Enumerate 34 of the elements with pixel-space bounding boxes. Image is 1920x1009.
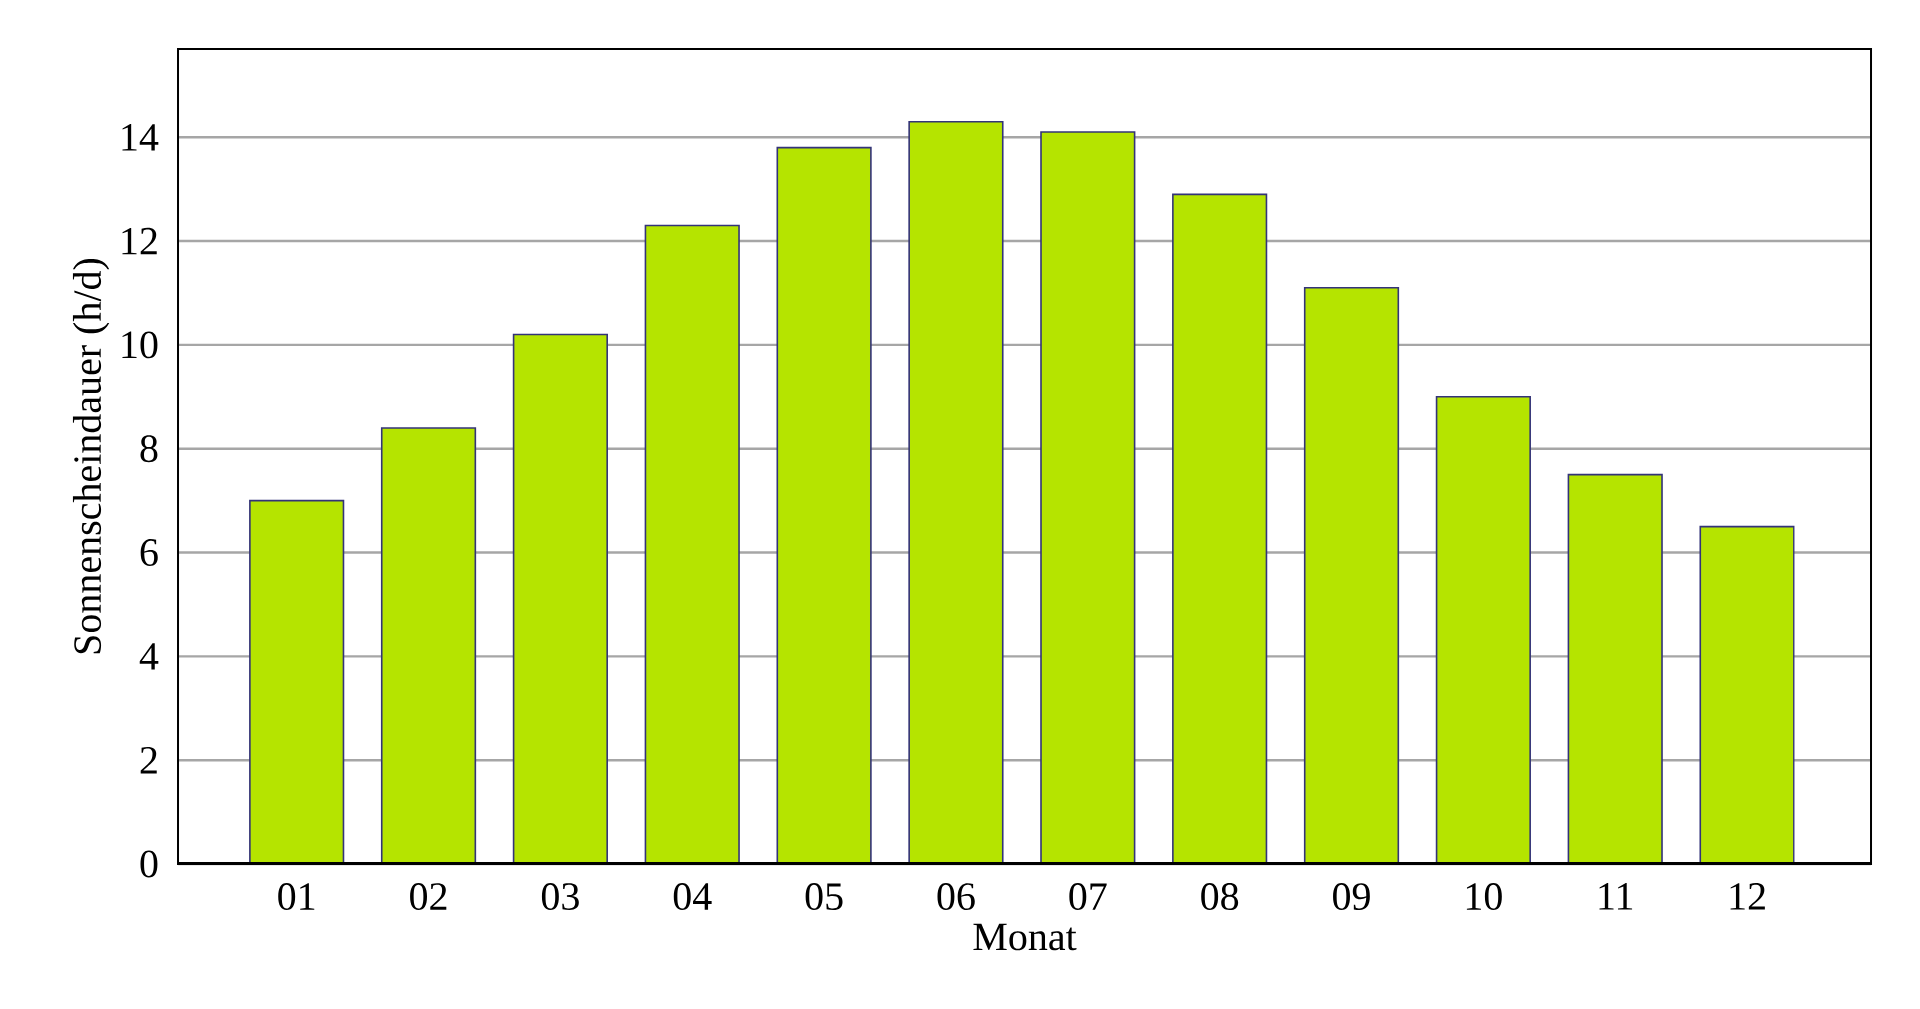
x-tick-label: 06 (937, 883, 975, 911)
y-axis-title: Sonnenscheindauer (h/d) (72, 258, 110, 654)
x-tick-label: 01 (278, 883, 315, 911)
y-tick-label: 12 (122, 227, 157, 255)
x-tick-label: 03 (541, 883, 579, 911)
bar (249, 499, 345, 864)
x-tick-label: 12 (1730, 883, 1765, 910)
bar (1435, 396, 1531, 864)
bar (1303, 286, 1400, 864)
y-tick-label: 4 (139, 643, 159, 670)
x-tick-label: 02 (410, 883, 447, 911)
bar (1172, 193, 1268, 864)
y-tick-label: 2 (140, 746, 157, 774)
x-tick-label: 04 (673, 883, 712, 911)
bar (1699, 525, 1795, 864)
x-tick-label: 09 (1333, 883, 1370, 911)
bar (1567, 473, 1663, 864)
y-tick-label: 14 (122, 124, 159, 151)
bar (1040, 131, 1136, 864)
x-tick-label: 11 (1599, 883, 1633, 910)
x-tick-label: 07 (1069, 883, 1107, 911)
x-axis-title: Monat (973, 923, 1077, 951)
bar (908, 120, 1004, 864)
y-tick-label: 10 (122, 331, 158, 359)
bar (776, 146, 872, 864)
y-tick-label: 6 (140, 539, 158, 566)
y-tick-label: 0 (140, 850, 158, 878)
y-tick-label: 8 (140, 435, 158, 463)
bar (512, 333, 608, 864)
bar (380, 427, 477, 864)
bar (644, 224, 740, 864)
x-tick-label: 05 (805, 883, 843, 911)
x-tick-label: 08 (1201, 883, 1239, 911)
x-tick-label: 10 (1466, 883, 1502, 911)
